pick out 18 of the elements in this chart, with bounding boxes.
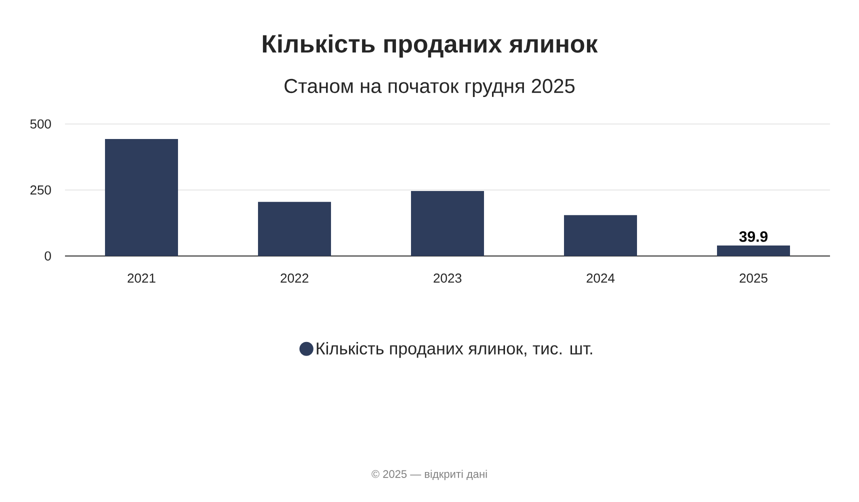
x-tick-label: 2021 bbox=[128, 274, 156, 283]
chart-title: Кількість проданих ялинок bbox=[262, 34, 598, 58]
text: © 2025 — відкриті дані bbox=[372, 470, 487, 480]
x-tick-label: 2023 bbox=[434, 274, 462, 283]
x-tick-label: 2024 bbox=[586, 274, 615, 283]
x-tick-label: 2022 bbox=[280, 274, 308, 283]
data-label: 39.9 bbox=[739, 231, 768, 242]
y-tick-label: 250 bbox=[30, 185, 51, 195]
y-tick-label: 500 bbox=[30, 119, 51, 129]
legend-label: Кількість проданих ялинок, тис. шт. bbox=[316, 342, 592, 358]
bar bbox=[105, 139, 178, 256]
x-tick-label: 2025 bbox=[740, 274, 768, 283]
y-tick-label: 0 bbox=[44, 251, 51, 261]
bar bbox=[717, 245, 790, 256]
bar bbox=[258, 202, 332, 256]
bar bbox=[564, 215, 638, 256]
chart-subtitle: Станом на початок грудня 2025 bbox=[284, 78, 575, 98]
bar bbox=[411, 191, 484, 256]
